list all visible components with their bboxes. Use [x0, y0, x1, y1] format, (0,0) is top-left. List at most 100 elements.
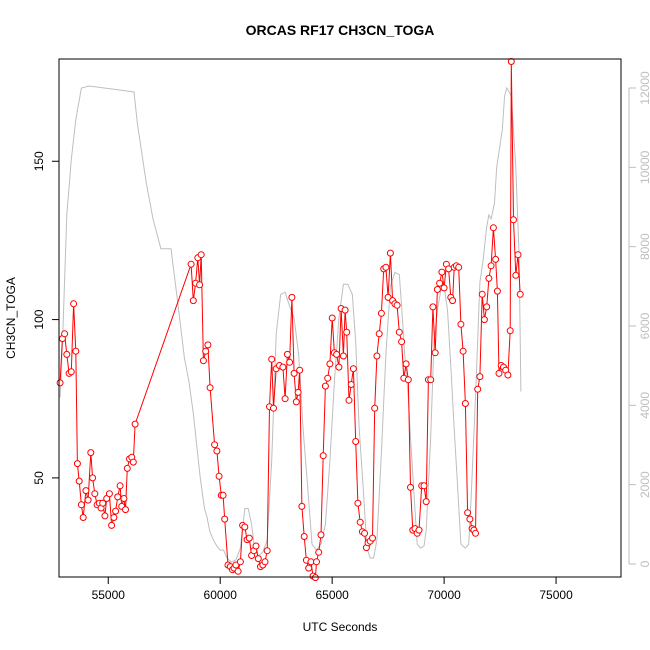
ch3cn-data-point: [349, 365, 357, 373]
ch3cn-data-point: [91, 490, 99, 498]
ch3cn-data-point: [407, 483, 414, 491]
ch3cn-data-point: [108, 521, 116, 529]
ch3cn-data-point: [514, 251, 522, 259]
ch3cn-data-point: [123, 464, 131, 472]
ch3cn-data-point: [431, 349, 439, 357]
ch3cn-data-point: [457, 320, 465, 328]
ch3cn-data-point: [472, 529, 479, 537]
ch3cn-data-point: [361, 529, 369, 537]
ch3cn-data-point: [252, 542, 260, 550]
ch3cn-data-point: [254, 555, 262, 563]
ch3cn-data-point: [404, 376, 412, 384]
ch3cn-data-point: [311, 574, 319, 582]
ch3cn-data-point: [354, 499, 362, 507]
y2-tick-label: 12000: [638, 71, 650, 105]
x-tick-label: 70000: [427, 588, 461, 602]
ch3cn-data-point: [510, 216, 517, 224]
ch3cn-data-point: [369, 534, 376, 542]
secondary-series-line-group: [59, 85, 522, 563]
ch3cn-data-point: [464, 509, 472, 517]
ch3cn-data-point: [345, 396, 353, 404]
ch3cn-data-point: [335, 363, 343, 371]
ch3cn-data-point: [101, 512, 109, 520]
ch3cn-data-point: [99, 499, 107, 507]
ch3cn-data-point: [202, 347, 210, 355]
x-tick-label: 60000: [204, 588, 238, 602]
ch3cn-data-point: [268, 355, 276, 363]
x-tick-label: 55000: [92, 588, 126, 602]
ch3cn-data-point: [382, 263, 390, 271]
ch3cn-data-point: [321, 382, 329, 390]
ch3cn-data-point: [296, 366, 304, 374]
ch3cn-data-point: [305, 564, 313, 572]
ch3cn-data-point: [112, 507, 120, 515]
ch3cn-data-point: [326, 360, 334, 368]
ch3cn-data-point: [313, 558, 320, 566]
ch3cn-data-point: [300, 533, 308, 540]
ch3cn-data-point: [356, 518, 364, 526]
ch3cn-data-point: [398, 338, 406, 346]
ch3cn-data-point: [415, 526, 423, 534]
ch3cn-data-point: [199, 357, 207, 365]
y2-tick-label: 2000: [638, 471, 650, 498]
y-tick-label: 150: [32, 151, 46, 171]
ch3cn-data-point: [283, 350, 291, 358]
ch3cn-data-point: [422, 498, 430, 506]
ch3cn-data-point: [476, 373, 484, 381]
ch3cn-series-line: [59, 61, 521, 579]
ch3cn-data-point: [386, 249, 394, 257]
y-axis-left: 50 100 150: [32, 151, 59, 485]
x-axis-label: UTC Seconds: [303, 620, 378, 634]
ch3cn-data-point: [333, 350, 341, 358]
ch3cn-data-point: [75, 477, 83, 485]
ch3cn-data-point: [63, 350, 71, 358]
ch3cn-data-point: [221, 515, 229, 523]
ch3cn-data-point: [213, 447, 221, 455]
ch3cn-data-point: [474, 385, 482, 393]
y2-tick-label: 6000: [638, 312, 650, 339]
ch3cn-data-point: [429, 303, 437, 311]
ch3cn-data-point: [445, 265, 453, 273]
y2-tick-label: 4000: [638, 392, 650, 419]
ch3cn-data-point: [512, 271, 520, 279]
ch3cn-data-point: [298, 502, 306, 510]
ch3cn-data-point: [281, 395, 289, 403]
y2-tick-label: 0: [638, 560, 650, 567]
ch3cn-data-point: [461, 400, 469, 407]
ch3cn-data-point: [189, 297, 197, 305]
y-tick-label: 50: [32, 471, 46, 485]
ch3cn-data-point: [339, 352, 347, 360]
y2-tick-label: 10000: [638, 150, 650, 184]
ch3cn-data-point: [495, 369, 503, 377]
ch3cn-data-point: [449, 297, 457, 305]
ch3cn-data-point: [187, 260, 195, 268]
ch3cn-data-point: [377, 309, 385, 317]
ch3cn-data-point: [72, 347, 80, 355]
ch3cn-data-point: [485, 274, 493, 282]
ch3cn-data-point: [67, 368, 75, 376]
ch3cn-data-point: [492, 255, 500, 263]
ch3cn-data-point: [73, 460, 81, 468]
ch3cn-data-point: [395, 328, 403, 336]
ch3cn-data-point: [347, 381, 355, 388]
ch3cn-data-point: [343, 328, 351, 336]
ch3cn-data-point: [292, 398, 300, 406]
ch3cn-data-point: [263, 547, 271, 555]
y-axis-label: CH3CN_TOGA: [4, 277, 18, 359]
secondary-series-line: [59, 85, 522, 563]
ch3cn-data-point: [245, 534, 253, 542]
ch3cn-data-point: [480, 316, 488, 324]
ch3cn-data-point: [105, 490, 113, 498]
ch3cn-data-point: [219, 491, 227, 499]
ch3cn-data-point: [129, 458, 137, 466]
ch3cn-data-point: [77, 501, 85, 509]
ch3cn-data-point: [70, 300, 78, 308]
ch3cn-data-point: [375, 330, 383, 338]
ch3cn-data-point: [204, 341, 212, 349]
ch3cn-data-point: [352, 438, 360, 445]
ch3cn-data-point: [288, 293, 296, 301]
ch3cn-data-point: [270, 404, 277, 412]
ch3cn-series-group: [56, 58, 524, 582]
x-tick-label: 65000: [315, 588, 349, 602]
